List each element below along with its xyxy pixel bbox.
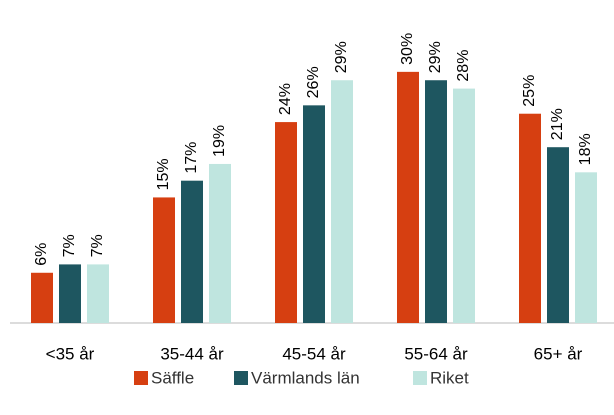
bar [209,163,231,323]
bar [59,264,81,323]
data-label: 28% [455,50,472,82]
data-label: 17% [183,142,200,174]
x-tick-label: <35 år [46,344,95,363]
data-label: 7% [89,234,106,257]
bar [87,264,109,323]
bar [547,147,569,323]
legend-label: Säffle [151,368,194,387]
bar [425,80,447,323]
data-label: 18% [577,133,594,165]
bar [397,71,419,323]
data-label: 6% [33,243,50,266]
legend-label: Värmlands län [251,368,360,387]
data-label: 29% [333,41,350,73]
bar [453,88,475,323]
data-label: 30% [399,33,416,65]
x-tick-label: 65+ år [534,344,583,363]
bar [303,105,325,323]
x-tick-label: 35-44 år [160,344,224,363]
bar [575,172,597,323]
x-tick-label: 55-64 år [404,344,468,363]
bar [181,180,203,323]
data-label: 7% [61,234,78,257]
x-tick-label: 45-54 år [282,344,346,363]
data-label: 29% [427,41,444,73]
legend-label: Riket [430,368,469,387]
data-label: 26% [305,66,322,98]
bar [31,272,53,323]
data-label: 24% [277,83,294,115]
data-label: 15% [155,158,172,190]
data-label: 21% [549,108,566,140]
bar [275,122,297,323]
data-label: 25% [521,75,538,107]
legend-swatch [134,371,148,385]
legend-swatch [234,371,248,385]
legend-swatch [413,371,427,385]
bar [331,80,353,323]
bar [519,113,541,323]
data-label: 19% [211,125,228,157]
bar [153,197,175,323]
